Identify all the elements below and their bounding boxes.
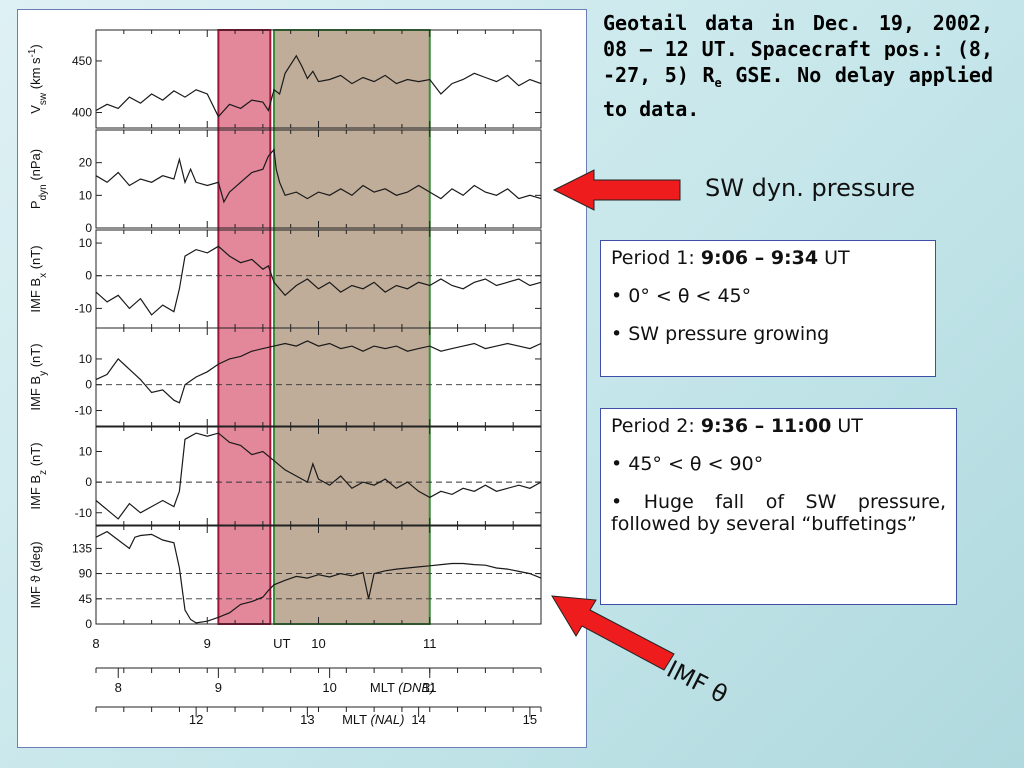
- y-axis-label: Pdyn (nPa): [28, 149, 49, 209]
- mlt-dnb-tick-label: 11: [423, 680, 437, 695]
- arrow-left-icon: [552, 169, 681, 211]
- y-tick-label: 10: [79, 445, 93, 459]
- y-tick-label: 135: [72, 541, 92, 555]
- mlt-dnb-axis-label: MLT (DNB): [370, 680, 435, 695]
- mlt-nal-tick-label: 14: [411, 712, 425, 727]
- mlt-nal-tick-label: 13: [300, 712, 314, 727]
- ut-axis-label: UT: [273, 636, 290, 651]
- mlt-nal-axis-label: MLT (NAL): [342, 712, 404, 727]
- y-tick-label: 0: [85, 617, 92, 631]
- y-axis-label: IMF Bz (nT): [28, 442, 49, 509]
- ut-tick-label: 8: [92, 636, 99, 651]
- data-series-line: [95, 245, 542, 316]
- data-series-line: [95, 148, 542, 204]
- y-tick-label: 0: [85, 269, 92, 283]
- y-tick-label: 10: [79, 188, 93, 202]
- data-series-line: [95, 54, 542, 118]
- data-series-line: [95, 432, 542, 520]
- ut-tick-label: 11: [423, 636, 437, 651]
- mlt-nal-tick-label: 15: [523, 712, 537, 727]
- mlt-dnb-tick-label: 8: [115, 680, 122, 695]
- figure-title: Geotail data in Dec. 19, 2002, 08 – 12 U…: [603, 11, 993, 121]
- period-shade-2: [273, 29, 431, 625]
- sw-pressure-callout: SW dyn. pressure: [705, 174, 916, 202]
- imf-theta-callout: IMF θ: [662, 655, 732, 709]
- y-tick-label: 90: [79, 567, 93, 581]
- y-axis-label: IMF ϑ (deg): [28, 541, 43, 608]
- y-tick-label: 0: [85, 378, 92, 392]
- mlt-dnb-tick-label: 9: [215, 680, 222, 695]
- y-tick-label: -10: [75, 404, 93, 418]
- y-tick-label: 400: [72, 106, 92, 120]
- y-tick-label: 10: [79, 236, 93, 250]
- y-tick-label: 0: [85, 221, 92, 235]
- y-tick-label: 10: [79, 352, 93, 366]
- y-tick-label: 450: [72, 54, 92, 68]
- figure-panel: 400 450 Vsw (km s-1) 0 10 20 Pdyn (nPa) -10 0 10 I…: [17, 9, 587, 748]
- mlt-dnb-tick-label: 10: [322, 680, 336, 695]
- y-tick-label: 45: [79, 592, 93, 606]
- data-series-line: [95, 530, 542, 624]
- arrow-up-left-icon: [551, 595, 675, 671]
- period2-bullet-angle: • 45° < θ < 90°: [611, 453, 764, 475]
- y-tick-label: -10: [75, 506, 93, 520]
- period2-box: Period 2: 9:36 – 11:00 UT • 45° < θ < 90…: [600, 408, 957, 605]
- y-axis-label: IMF By (nT): [28, 343, 49, 410]
- ut-tick-label: 9: [204, 636, 211, 651]
- period1-heading: Period 1: 9:06 – 9:34 UT: [611, 247, 850, 269]
- period2-bullet-pressure: • Huge fall of SW pressure, followed by …: [611, 491, 946, 535]
- y-tick-label: 0: [85, 475, 92, 489]
- ut-tick-label: 10: [311, 636, 325, 651]
- y-tick-label: 20: [79, 156, 93, 170]
- period1-bullet-angle: • 0° < θ < 45°: [611, 285, 752, 307]
- data-series-line: [95, 340, 542, 404]
- period1-box: Period 1: 9:06 – 9:34 UT • 0° < θ < 45° …: [600, 240, 936, 377]
- mlt-nal-tick-label: 12: [189, 712, 203, 727]
- period1-bullet-pressure: • SW pressure growing: [611, 323, 830, 345]
- period2-heading: Period 2: 9:36 – 11:00 UT: [611, 415, 863, 437]
- y-axis-label: IMF Bx (nT): [28, 245, 49, 312]
- y-tick-label: -10: [75, 301, 93, 315]
- y-axis-label: Vsw (km s-1): [27, 44, 49, 114]
